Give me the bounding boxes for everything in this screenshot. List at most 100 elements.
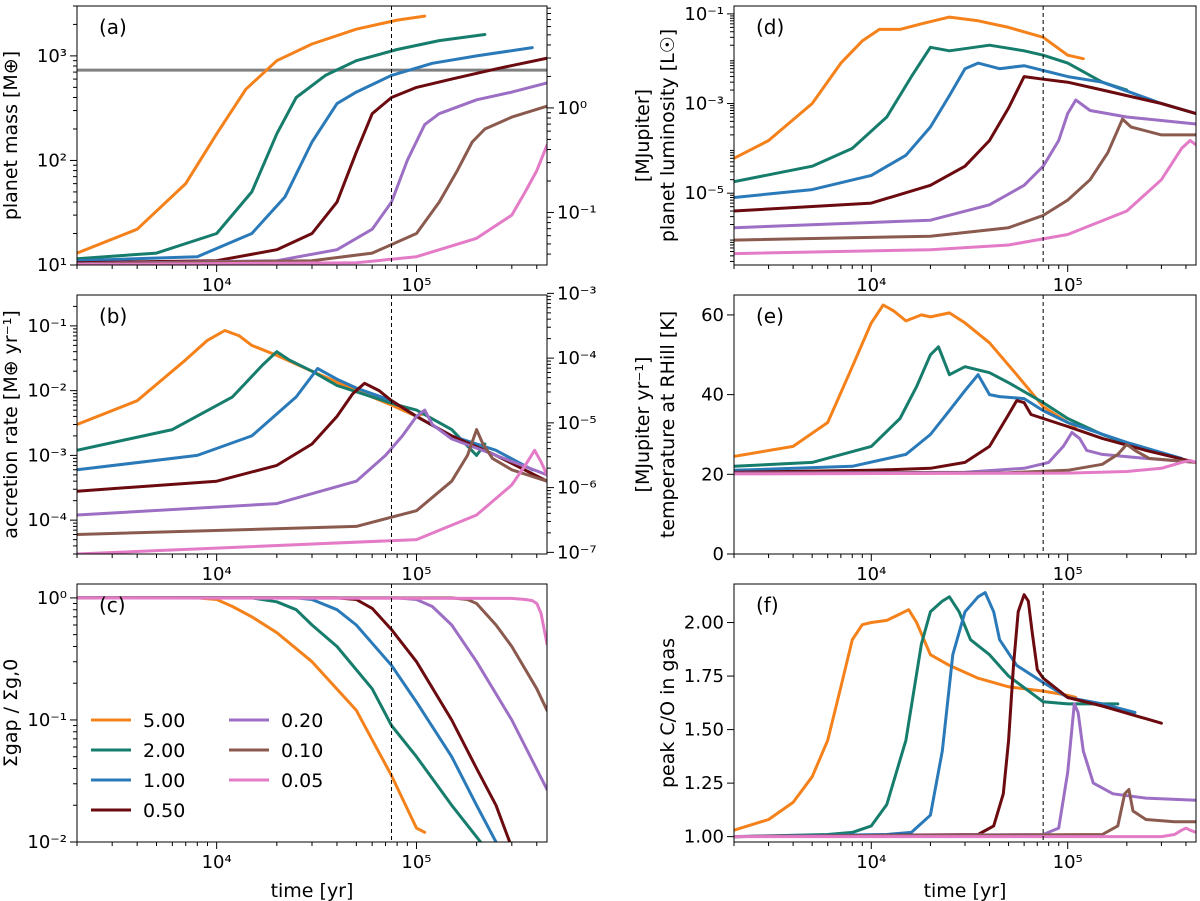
series-line-b-5: [77, 428, 547, 536]
series-line-d-0: [734, 15, 1085, 160]
y-tick-label: 10³: [37, 46, 67, 67]
y-tick-label: 10⁰: [37, 588, 67, 609]
x-tick-label: 10⁴: [202, 564, 232, 585]
series-line-e-1: [734, 345, 1137, 468]
series-line-d-2: [734, 61, 1196, 199]
y2-tick-label: 10⁻⁵: [557, 413, 597, 434]
y-tick-label: 10⁻²: [27, 381, 67, 402]
plot-area-e: [734, 303, 1196, 476]
y-tick-label: 40: [701, 385, 724, 406]
y-tick-label: 20: [701, 464, 724, 485]
series-line-a-3: [77, 56, 547, 265]
series-line-b-0: [77, 329, 427, 426]
legend-label: 0.05: [281, 770, 323, 792]
series-line-d-3: [734, 75, 1196, 213]
x-tick-label: 10⁵: [1053, 852, 1083, 873]
series-line-c-6: [77, 596, 547, 646]
x-tick-label: 10⁴: [202, 852, 232, 873]
series-line-d-6: [734, 139, 1196, 256]
series-line-a-0: [77, 14, 427, 255]
y2-tick-label: 10⁻⁷: [557, 542, 597, 563]
series-line-b-6: [77, 448, 547, 554]
y2-axis-label: [MJupiter]: [632, 89, 654, 182]
y-tick-label: 1.75: [684, 666, 724, 687]
series-line-f-5: [734, 788, 1196, 839]
x-axis-label: time [yr]: [924, 880, 1007, 901]
y-tick-label: 10¹: [37, 255, 67, 276]
legend-label: 5.00: [143, 710, 185, 732]
series-line-b-3: [77, 381, 547, 493]
plot-area-d: [734, 15, 1196, 256]
series-line-e-3: [734, 399, 1196, 474]
legend-label: 0.20: [281, 710, 323, 732]
y-tick-label: 10⁻¹: [27, 710, 67, 731]
y-axis-label: Σgap / Σg,0: [0, 659, 22, 767]
series-line-d-4: [734, 98, 1196, 230]
legend-label: 0.10: [281, 740, 323, 762]
series-line-c-0: [77, 596, 427, 834]
x-tick-label: 10⁴: [202, 275, 232, 296]
y2-tick-label: 10⁰: [557, 98, 587, 119]
panel-label: (e): [756, 304, 784, 328]
plot-area-b: [77, 329, 547, 554]
y-axis-label: temperature at RHill [K]: [657, 311, 679, 538]
x-tick-label: 10⁵: [401, 852, 431, 873]
y-tick-label: 1.00: [684, 827, 724, 848]
series-line-a-6: [77, 143, 547, 265]
series-line-c-5: [77, 596, 547, 712]
y-tick-label: 1.50: [684, 720, 724, 741]
y2-tick-label: 10⁻⁶: [557, 478, 597, 499]
y-axis-label: planet mass [M⊕]: [0, 51, 22, 220]
panel-e: 10⁴ 10⁵ 0 20 40 60 temperature at RHill [K] (e): [657, 294, 1197, 585]
y-tick-label: 10⁻⁵: [684, 183, 724, 204]
series-line-f-3: [734, 593, 1163, 839]
y-tick-label: 0: [713, 544, 724, 565]
series-line-a-4: [77, 81, 547, 265]
y-tick-label: 1.25: [684, 773, 724, 794]
legend-label: 2.00: [143, 740, 185, 762]
plot-area-a: [77, 14, 547, 265]
y-tick-label: 60: [701, 305, 724, 326]
series-line-d-5: [734, 117, 1196, 242]
y-axis-label: peak C/O in gas: [657, 638, 679, 788]
plot-area-c: [77, 596, 547, 842]
panel-label: (a): [99, 15, 127, 39]
panel-b: 10⁴ 10⁵ 10⁻⁴ 10⁻³ 10⁻² 10⁻¹ 10⁻⁷ 10⁻⁶ 10⁻⁵ 10⁻⁴ 10…: [0, 283, 654, 585]
panel-label: (d): [756, 15, 784, 39]
x-tick-label: 10⁵: [401, 275, 431, 296]
series-line-e-6: [734, 458, 1196, 476]
legend-label: 0.50: [143, 800, 185, 822]
series-line-d-1: [734, 43, 1129, 184]
x-tick-label: 10⁴: [856, 564, 886, 585]
y-tick-label: 10²: [37, 150, 67, 171]
y-axis-label: accretion rate [M⊕ yr⁻¹]: [0, 310, 22, 539]
x-tick-label: 10⁵: [1053, 564, 1083, 585]
panel-label: (f): [756, 593, 779, 617]
y-tick-label: 10⁻³: [27, 445, 67, 466]
series-line-a-1: [77, 33, 487, 261]
legend-label: 1.00: [143, 770, 185, 792]
y2-tick-label: 10⁻¹: [557, 202, 597, 223]
axes-frame: [733, 294, 1197, 555]
series-line-f-1: [734, 595, 1120, 839]
y-tick-label: 10⁻³: [684, 94, 724, 115]
plot-area-f: [734, 591, 1196, 839]
panel-label: (c): [99, 593, 126, 617]
y-tick-label: 10⁻¹: [27, 316, 67, 337]
series-line-c-1: [77, 596, 483, 842]
y2-tick-label: 10⁻³: [557, 283, 597, 304]
panel-c: 10⁴ 10⁵ 10⁻² 10⁻¹ 10⁰ Σgap / Σg,0 time [yr] (c)…: [0, 583, 548, 901]
x-tick-label: 10⁴: [856, 275, 886, 296]
series-line-e-2: [734, 373, 1184, 472]
y-tick-label: 10⁻¹: [684, 4, 724, 25]
x-tick-label: 10⁴: [856, 852, 886, 873]
y2-tick-label: 10⁻⁴: [557, 348, 597, 369]
series-line-f-6: [734, 826, 1196, 839]
x-tick-label: 10⁵: [1053, 275, 1083, 296]
x-tick-label: 10⁵: [401, 564, 431, 585]
y-axis-label: planet luminosity [L☉]: [657, 29, 679, 242]
series-line-a-2: [77, 46, 534, 263]
